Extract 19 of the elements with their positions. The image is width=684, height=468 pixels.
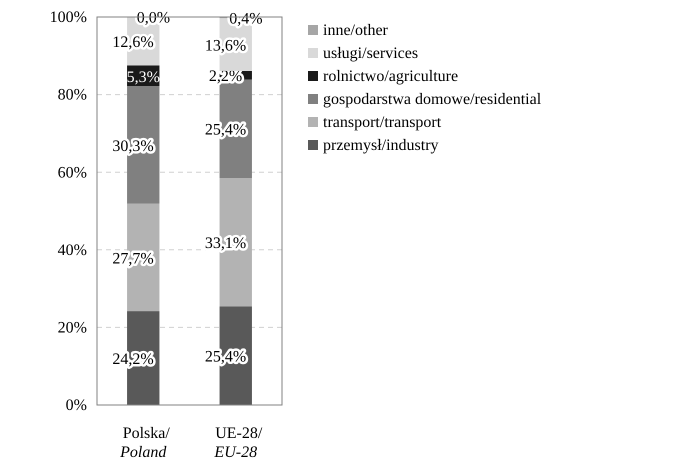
legend-label: usługi/services: [323, 45, 418, 62]
data-label: 27,7%: [112, 250, 154, 268]
legend-label: inne/other: [323, 22, 389, 39]
y-tick-label: 40%: [58, 242, 87, 259]
legend-label: transport/transport: [323, 114, 442, 131]
y-tick-label: 0%: [66, 397, 87, 414]
data-label: 5,3%: [126, 68, 160, 86]
x-tick-label: Polska/ Poland: [119, 425, 170, 461]
legend-label: gospodarstwa domowe/residential: [323, 91, 542, 108]
y-tick-label: 100%: [50, 9, 87, 26]
legend-label: przemysł/industry: [323, 137, 439, 154]
data-label: 33,1%: [204, 235, 246, 252]
y-tick-label: 60%: [58, 164, 87, 182]
y-tick-label: 20%: [58, 320, 87, 337]
x-tick-label: UE-28/ EU-28: [213, 425, 263, 461]
legend-label: rolnictwo/agriculture: [323, 68, 458, 85]
y-tick-label: 80%: [58, 86, 87, 104]
data-label: 13,6%: [204, 38, 246, 55]
data-label: 12,6%: [112, 34, 154, 52]
